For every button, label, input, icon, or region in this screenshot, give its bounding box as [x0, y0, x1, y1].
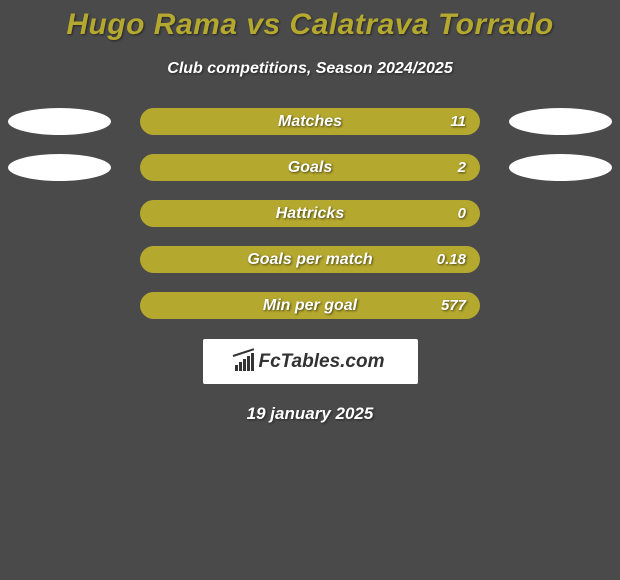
stat-bar: Goals 2 [140, 154, 480, 181]
player-ellipse-left [8, 108, 111, 135]
stat-row: Hattricks 0 [0, 200, 620, 227]
stat-value: 577 [441, 297, 466, 314]
stat-label: Matches [278, 113, 342, 131]
logo-box: FcTables.com [203, 339, 418, 384]
player-ellipse-right [509, 108, 612, 135]
stat-bar: Hattricks 0 [140, 200, 480, 227]
chart-icon-bar [243, 359, 246, 371]
stat-bar: Goals per match 0.18 [140, 246, 480, 273]
stat-label: Goals [288, 159, 332, 177]
comparison-title: Hugo Rama vs Calatrava Torrado [0, 0, 620, 42]
stat-row: Matches 11 [0, 108, 620, 135]
player-ellipse-right [509, 154, 612, 181]
snapshot-date: 19 january 2025 [0, 404, 620, 424]
chart-icon-bar [235, 365, 238, 371]
stat-label: Hattricks [276, 205, 344, 223]
stat-label: Goals per match [247, 251, 372, 269]
logo-content: FcTables.com [235, 351, 384, 373]
chart-icon-bar [247, 356, 250, 371]
stat-row: Goals 2 [0, 154, 620, 181]
player-ellipse-left [8, 154, 111, 181]
stat-bar: Matches 11 [140, 108, 480, 135]
stat-row: Min per goal 577 [0, 292, 620, 319]
stats-container: Matches 11 Goals 2 Hattricks 0 Goals per match… [0, 108, 620, 319]
logo-text: FcTables.com [258, 351, 384, 373]
chart-icon-bar [251, 353, 254, 371]
stat-value: 2 [458, 159, 466, 176]
stat-value: 11 [450, 113, 466, 130]
stat-value: 0.18 [437, 251, 466, 268]
stat-value: 0 [458, 205, 466, 222]
chart-icon [235, 353, 254, 371]
stat-label: Min per goal [263, 297, 357, 315]
season-subtitle: Club competitions, Season 2024/2025 [0, 60, 620, 78]
stat-row: Goals per match 0.18 [0, 246, 620, 273]
chart-icon-bar [239, 362, 242, 371]
stat-bar: Min per goal 577 [140, 292, 480, 319]
